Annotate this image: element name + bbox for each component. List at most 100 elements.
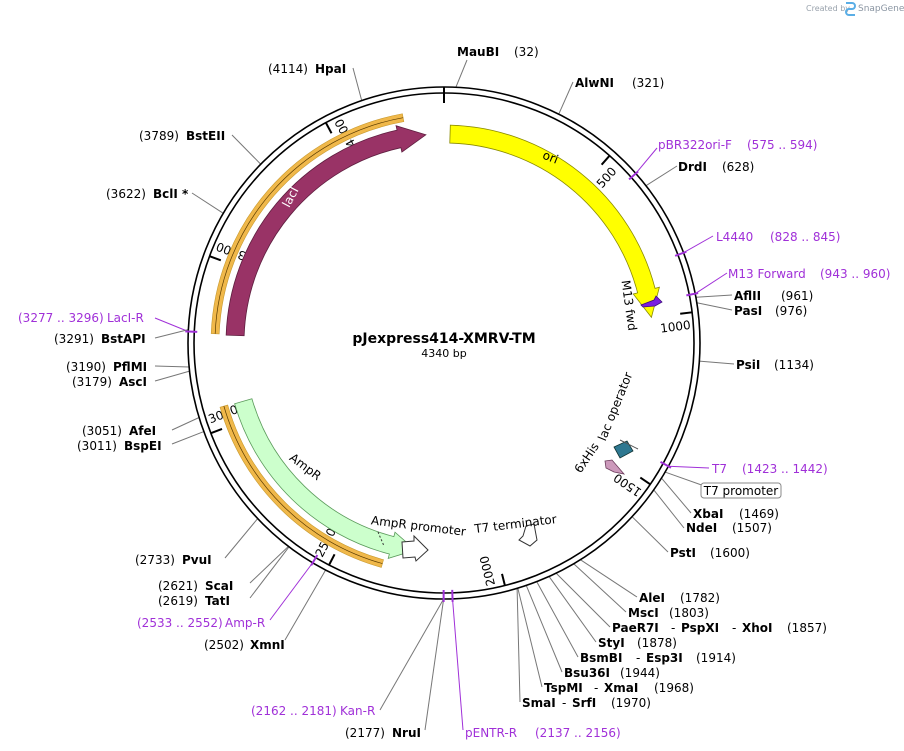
site-pos: (1878) bbox=[637, 636, 677, 650]
site-name: BsmBI bbox=[580, 651, 622, 665]
site-pflmi[interactable]: (3190) PflMI bbox=[66, 360, 147, 374]
ruler-tick bbox=[324, 122, 333, 134]
site-asci[interactable]: (3179) AscI bbox=[72, 375, 147, 389]
snapgene-credit: Created by SnapGene bbox=[806, 1, 904, 16]
his-tag-arrow[interactable] bbox=[604, 459, 626, 475]
leader-line bbox=[154, 317, 189, 332]
site-hpai[interactable]: (4114) HpaI bbox=[268, 62, 346, 76]
ori-feature-arrow[interactable] bbox=[449, 124, 660, 319]
site-tspmi[interactable]: TspMI - XmaI (1968) bbox=[544, 681, 694, 695]
site-name: XbaI bbox=[693, 507, 723, 521]
primer-mark bbox=[185, 330, 198, 333]
t7-terminator-arrow[interactable] bbox=[518, 523, 538, 547]
leader-line bbox=[352, 67, 363, 101]
site-pasi[interactable]: PasI (976) bbox=[734, 304, 807, 318]
site-drdi[interactable]: DrdI (628) bbox=[678, 160, 754, 174]
ruler-tick bbox=[639, 476, 651, 486]
site-msci[interactable]: MscI (1803) bbox=[628, 606, 709, 620]
site-pos: (321) bbox=[632, 76, 664, 90]
site-styi[interactable]: StyI (1878) bbox=[598, 636, 677, 650]
site-psti[interactable]: PstI (1600) bbox=[670, 546, 750, 560]
lac-operator-box[interactable] bbox=[613, 439, 639, 459]
site-sep-2: - bbox=[732, 621, 736, 635]
snapgene-brand: SnapGene bbox=[858, 4, 904, 14]
site-paer7i[interactable]: PaeR7I - PspXI - XhoI (1857) bbox=[612, 621, 827, 635]
site-pos: (3179) bbox=[72, 375, 112, 389]
site-pos: (1782) bbox=[680, 591, 720, 605]
site-bstapi[interactable]: (3291) BstAPI bbox=[54, 332, 146, 346]
site-pos: (1134) bbox=[774, 358, 814, 372]
site-pvui[interactable]: (2733) PvuI bbox=[135, 553, 212, 567]
site-pos: (1857) bbox=[787, 621, 827, 635]
site-bsu36i[interactable]: Bsu36I (1944) bbox=[564, 666, 660, 680]
leader-line bbox=[516, 588, 521, 703]
site-name: PvuI bbox=[182, 553, 212, 567]
leader-line bbox=[269, 562, 314, 621]
leader-line bbox=[683, 235, 714, 254]
primer-laci-r[interactable]: (3277 .. 3296) LacI-R bbox=[18, 311, 144, 325]
ruler-tick bbox=[210, 427, 223, 435]
primer-kan-r[interactable]: (2162 .. 2181) Kan-R bbox=[251, 704, 375, 718]
primer-range: (828 .. 845) bbox=[770, 230, 840, 244]
leader-line bbox=[580, 559, 638, 598]
site-psii[interactable]: PsiI (1134) bbox=[736, 358, 814, 372]
site-maubi[interactable]: MauBI (32) bbox=[457, 45, 539, 59]
site-pos: (2733) bbox=[135, 553, 175, 567]
site-bsteii[interactable]: (3789) BstEII bbox=[139, 129, 225, 143]
site-name: BclI * bbox=[153, 187, 189, 201]
site-pos: (2502) bbox=[204, 638, 244, 652]
site-name-2: PspXI bbox=[681, 621, 719, 635]
site-pos: (2177) bbox=[345, 726, 385, 740]
site-name-2: Esp3I bbox=[646, 651, 683, 665]
site-xbai[interactable]: XbaI (1469) bbox=[693, 507, 779, 521]
site-alwni[interactable]: AlwNI (321) bbox=[575, 76, 664, 90]
leader-line bbox=[452, 598, 464, 731]
site-name: TatI bbox=[205, 594, 230, 608]
site-bspei[interactable]: (3011) BspEI bbox=[77, 439, 162, 453]
site-pos: (3291) bbox=[54, 332, 94, 346]
primer-pbr322ori-f[interactable]: pBR322ori-F (575 .. 594) bbox=[658, 138, 817, 152]
primer-t7[interactable]: T7 (1423 .. 1442) bbox=[711, 462, 828, 476]
site-ndei[interactable]: NdeI (1507) bbox=[686, 521, 772, 535]
site-bcli[interactable]: (3622) BclI * bbox=[106, 187, 189, 201]
t7-promoter-box[interactable]: T7 promoter bbox=[700, 482, 782, 499]
site-aflii[interactable]: AflII (961) bbox=[734, 289, 813, 303]
t7-promoter-label: T7 promoter bbox=[703, 484, 779, 498]
primer-amp-r[interactable]: (2533 .. 2552) Amp-R bbox=[137, 616, 265, 630]
leader-line bbox=[631, 516, 669, 553]
site-scai[interactable]: (2621) ScaI bbox=[158, 579, 233, 593]
ampr-promoter-arrow[interactable] bbox=[377, 531, 429, 562]
leader-line bbox=[573, 563, 627, 613]
site-pos: (4114) bbox=[268, 62, 308, 76]
primer-pentr-r[interactable]: pENTR-R (2137 .. 2156) bbox=[465, 726, 621, 740]
leader-line bbox=[645, 165, 678, 187]
lac-operator-label: lac operator bbox=[595, 370, 635, 443]
primer-name: Kan-R bbox=[340, 704, 375, 718]
site-pos: (3011) bbox=[77, 439, 117, 453]
site-bsmbi[interactable]: BsmBI - Esp3I (1914) bbox=[580, 651, 736, 665]
site-alei[interactable]: AleI (1782) bbox=[639, 591, 720, 605]
site-smai[interactable]: SmaI - SrfI (1970) bbox=[522, 696, 651, 710]
m13-fwd-arrow[interactable] bbox=[640, 295, 663, 308]
primer-range: (2533 .. 2552) bbox=[137, 616, 223, 630]
leader-line bbox=[191, 192, 224, 214]
ruler-tick-label: 2000 bbox=[477, 554, 498, 587]
site-xmni[interactable]: (2502) XmnI bbox=[204, 638, 285, 652]
leader-line bbox=[171, 431, 204, 445]
site-tati[interactable]: (2619) TatI bbox=[158, 594, 230, 608]
site-name: MauBI bbox=[457, 45, 499, 59]
leader-line bbox=[154, 370, 190, 382]
site-name: AlwNI bbox=[575, 76, 614, 90]
ruler-tick bbox=[209, 255, 222, 262]
leader-line bbox=[635, 147, 658, 174]
site-name: AfeI bbox=[129, 424, 156, 438]
leader-lines bbox=[154, 59, 735, 731]
site-sep: - bbox=[671, 621, 675, 635]
primer-range: (1423 .. 1442) bbox=[742, 462, 828, 476]
primer-l4440[interactable]: L4440 (828 .. 845) bbox=[716, 230, 840, 244]
site-afei[interactable]: (3051) AfeI bbox=[82, 424, 156, 438]
primer-m13-forward[interactable]: M13 Forward (943 .. 960) bbox=[728, 267, 890, 281]
leader-line bbox=[661, 477, 692, 514]
site-nrui[interactable]: (2177) NruI bbox=[345, 726, 421, 740]
laci-feature-arrow[interactable] bbox=[225, 125, 427, 337]
